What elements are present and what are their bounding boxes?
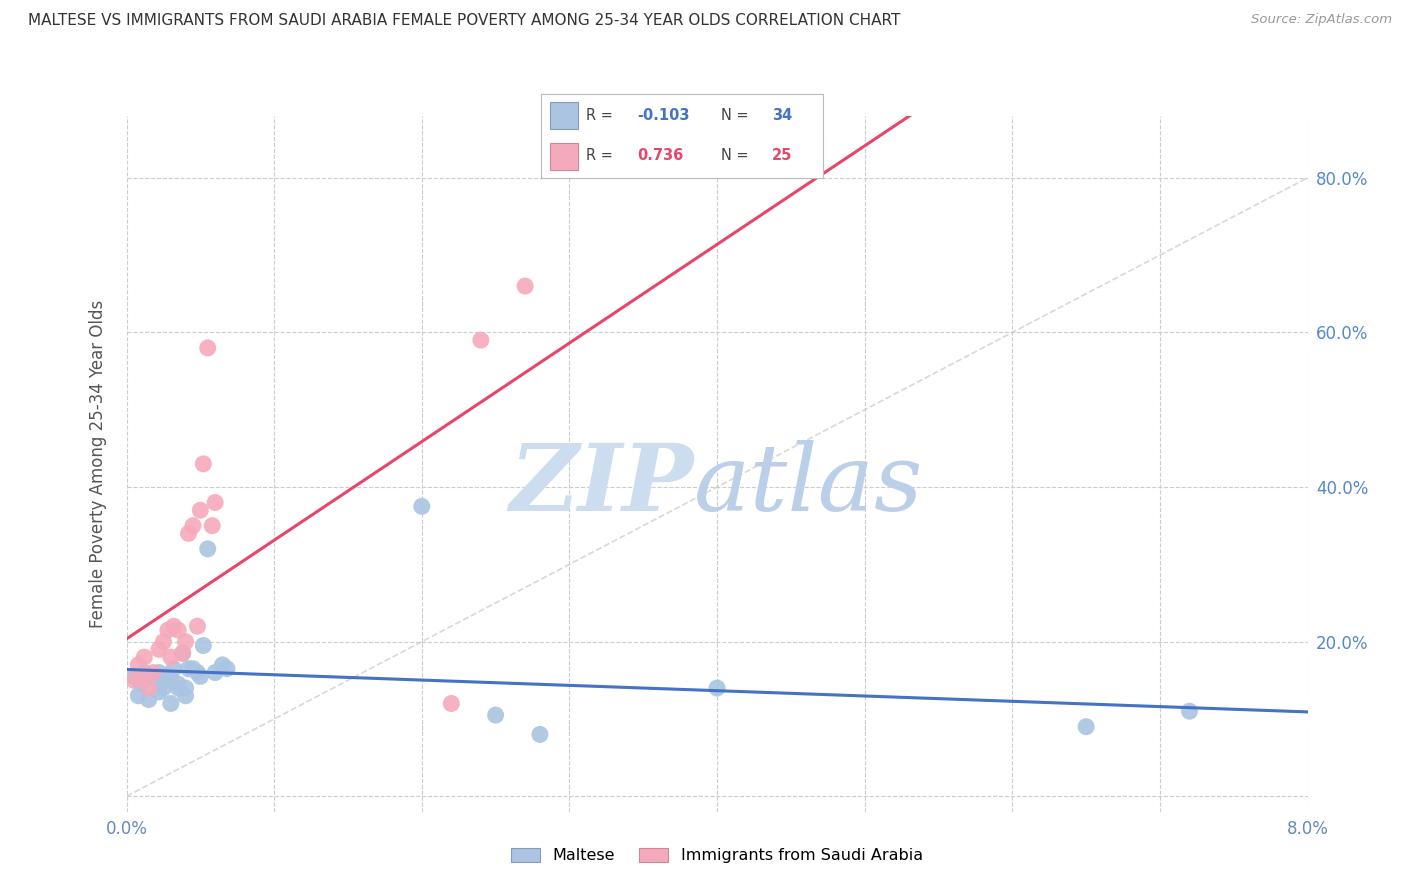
Point xyxy=(193,639,215,653)
Point xyxy=(174,681,197,695)
Point xyxy=(160,650,183,665)
Text: R =: R = xyxy=(586,148,613,163)
Text: MALTESE VS IMMIGRANTS FROM SAUDI ARABIA FEMALE POVERTY AMONG 25-34 YEAR OLDS COR: MALTESE VS IMMIGRANTS FROM SAUDI ARABIA … xyxy=(28,13,900,29)
Point xyxy=(440,697,463,711)
Legend: Maltese, Immigrants from Saudi Arabia: Maltese, Immigrants from Saudi Arabia xyxy=(505,841,929,870)
Point xyxy=(484,708,508,723)
Point xyxy=(188,503,211,517)
Point xyxy=(186,619,208,633)
Point xyxy=(177,526,200,541)
Point xyxy=(163,619,186,633)
Point xyxy=(174,634,197,648)
Point xyxy=(138,692,160,706)
Point xyxy=(122,673,145,688)
Text: 0.736: 0.736 xyxy=(637,148,683,163)
Text: ZIP: ZIP xyxy=(509,440,693,530)
Text: 34: 34 xyxy=(772,108,792,123)
Bar xyxy=(550,103,578,129)
Point xyxy=(411,500,433,514)
Text: N =: N = xyxy=(721,148,749,163)
Point xyxy=(204,665,226,680)
Point xyxy=(138,681,160,695)
Point xyxy=(122,669,145,683)
Point xyxy=(148,665,170,680)
Point xyxy=(129,669,153,683)
Text: Source: ZipAtlas.com: Source: ZipAtlas.com xyxy=(1251,13,1392,27)
Point xyxy=(515,279,537,293)
Point xyxy=(1178,704,1201,718)
Point xyxy=(156,623,179,637)
Point xyxy=(163,662,186,676)
Point xyxy=(129,677,153,691)
Text: 25: 25 xyxy=(772,148,792,163)
Point xyxy=(145,673,167,688)
Point xyxy=(1076,720,1098,734)
Point xyxy=(470,333,492,347)
Point xyxy=(156,669,179,683)
Point xyxy=(186,665,208,680)
Point xyxy=(177,662,200,676)
Point xyxy=(172,646,194,660)
Bar xyxy=(550,143,578,169)
Point xyxy=(127,657,149,672)
Text: N =: N = xyxy=(721,108,749,123)
Point xyxy=(215,662,238,676)
Point xyxy=(197,341,219,355)
Y-axis label: Female Poverty Among 25-34 Year Olds: Female Poverty Among 25-34 Year Olds xyxy=(89,300,107,628)
Point xyxy=(201,518,224,533)
Point xyxy=(706,681,728,695)
Point xyxy=(174,689,197,703)
Point xyxy=(152,681,174,695)
Point xyxy=(197,541,219,556)
Point xyxy=(148,685,170,699)
Point xyxy=(188,669,211,683)
Point xyxy=(167,677,190,691)
Point xyxy=(134,665,156,680)
Point xyxy=(172,646,194,660)
Point xyxy=(529,727,551,741)
Point xyxy=(211,657,233,672)
Point xyxy=(160,697,183,711)
Point xyxy=(148,642,170,657)
Point xyxy=(181,662,204,676)
Point xyxy=(160,673,183,688)
Point xyxy=(127,689,149,703)
Point xyxy=(142,669,165,683)
Text: atlas: atlas xyxy=(693,440,922,530)
Point xyxy=(152,634,174,648)
Point xyxy=(134,650,156,665)
Text: R =: R = xyxy=(586,108,613,123)
Point xyxy=(193,457,215,471)
Point xyxy=(167,681,190,695)
Point xyxy=(167,623,190,637)
Point xyxy=(204,495,226,509)
Point xyxy=(181,518,204,533)
Text: -0.103: -0.103 xyxy=(637,108,689,123)
Point xyxy=(142,665,165,680)
